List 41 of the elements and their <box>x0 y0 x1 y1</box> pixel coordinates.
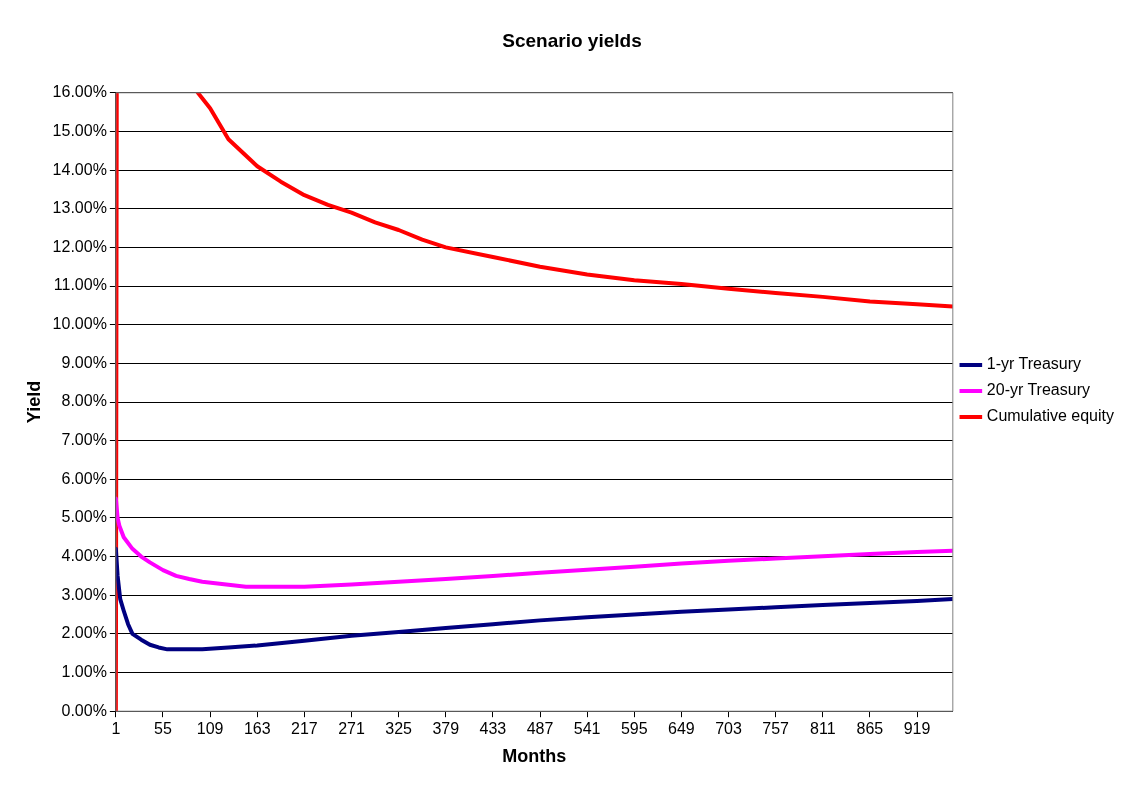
x-tick-label: 163 <box>243 720 271 738</box>
y-tick-label: 10.00% <box>52 315 107 333</box>
y-tick-label: 14.00% <box>52 160 107 178</box>
y-tick-label: 1.00% <box>61 662 107 680</box>
y-tick-label: 11.00% <box>53 276 107 294</box>
x-tick-label: 649 <box>668 720 695 738</box>
chart-title: Scenario yields <box>502 29 642 51</box>
x-tick-label: 325 <box>385 720 413 738</box>
y-tick-label: 13.00% <box>52 199 107 217</box>
y-tick-label: 5.00% <box>61 508 107 526</box>
legend-label: 1-yr Treasury <box>986 355 1082 373</box>
x-tick-label: 109 <box>196 720 224 738</box>
legend-label: 20-yr Treasury <box>986 381 1090 399</box>
x-tick-label: 919 <box>903 720 931 738</box>
y-tick-label: 8.00% <box>61 392 107 410</box>
x-tick-label: 595 <box>620 720 648 738</box>
y-tick-label: 15.00% <box>52 121 107 139</box>
x-tick-label: 865 <box>856 720 884 738</box>
x-tick-label: 703 <box>715 720 742 738</box>
x-tick-label: 541 <box>573 720 601 738</box>
x-tick-label: 1 <box>111 720 121 738</box>
y-tick-label: 3.00% <box>61 585 107 603</box>
y-tick-label: 9.00% <box>61 353 107 371</box>
x-tick-label: 487 <box>526 720 554 738</box>
y-tick-label: 0.00% <box>61 701 107 719</box>
y-tick-label: 2.00% <box>61 624 107 642</box>
x-tick-label: 811 <box>810 720 836 738</box>
x-tick-label: 217 <box>291 720 318 738</box>
legend-label: Cumulative equity <box>986 407 1114 425</box>
x-axis-title: Months <box>502 746 567 767</box>
x-tick-label: 55 <box>154 720 172 738</box>
y-tick-label: 7.00% <box>61 431 107 449</box>
x-tick-label: 433 <box>479 720 507 738</box>
y-tick-label: 4.00% <box>61 547 107 565</box>
y-axis-title: Yield <box>23 380 44 424</box>
y-tick-label: 16.00% <box>52 83 107 101</box>
x-tick-label: 379 <box>432 720 460 738</box>
x-tick-label: 757 <box>762 720 790 738</box>
y-tick-label: 6.00% <box>61 469 107 487</box>
y-tick-label: 12.00% <box>52 237 107 255</box>
x-tick-label: 271 <box>338 720 365 738</box>
